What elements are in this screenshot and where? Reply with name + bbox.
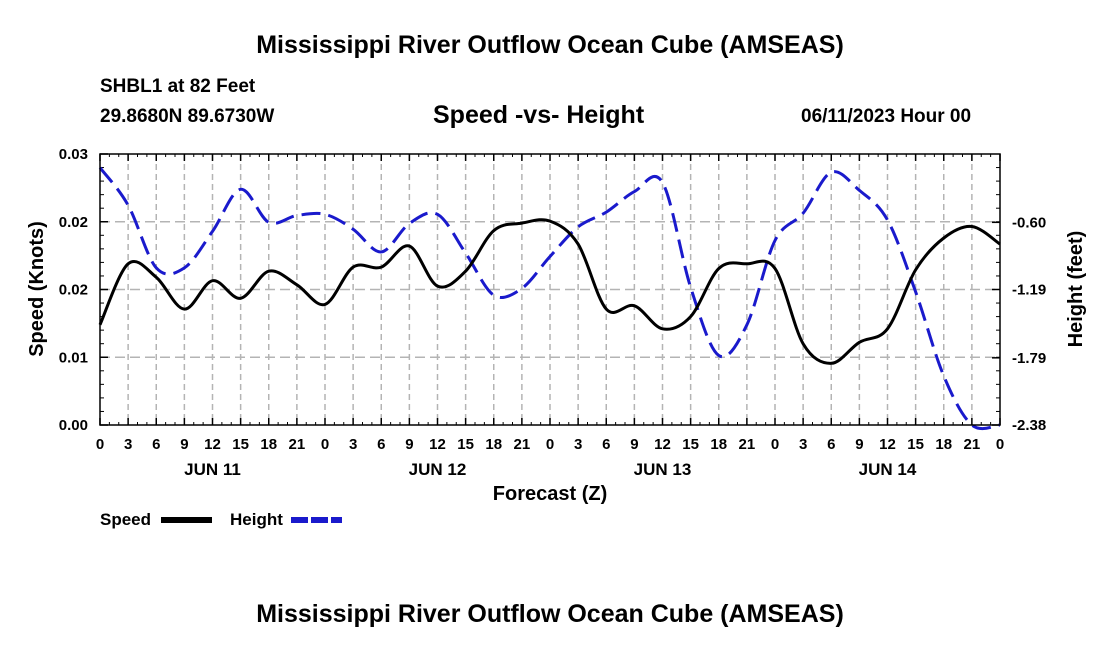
x-tick-label: 15 [232,436,249,453]
x-tick-label: 0 [996,436,1004,453]
x-tick-label: 0 [546,436,554,453]
x-day-label: JUN 11 [184,460,241,479]
x-tick-label: 9 [405,436,413,453]
x-tick-label: 18 [260,436,277,453]
legend-label-speed: Speed [100,510,151,529]
x-tick-label: 3 [799,436,807,453]
coordinates-label: 29.8680N 89.6730W [100,106,275,127]
series-line-speed [98,218,1001,365]
x-day-label: JUN 12 [409,460,467,479]
series-lines [98,166,1001,431]
legend: Speed Height [100,510,342,529]
chart-subtitle: Speed -vs- Height [433,101,645,129]
x-tick-label: 0 [321,436,329,453]
y-right-tick-label: -0.60 [1012,214,1046,231]
x-tick-label: 0 [771,436,779,453]
axis-labels: Forecast (Z) Speed (Knots) Height (feet) [26,221,1087,505]
x-tick-label: 21 [964,436,981,453]
y-left-tick-label: 0.00 [59,417,88,434]
x-tick-label: 21 [514,436,531,453]
x-tick-label: 18 [935,436,952,453]
legend-label-height: Height [230,510,283,529]
x-tick-label: 21 [739,436,756,453]
x-tick-label: 3 [349,436,357,453]
y-right-tick-label: -1.79 [1012,350,1046,367]
x-tick-label: 18 [485,436,502,453]
y-axis-title: Speed (Knots) [26,221,48,357]
x-tick-label: 12 [204,436,221,453]
x-tick-label: 6 [152,436,160,453]
x-tick-label: 12 [654,436,671,453]
x-tick-label: 15 [682,436,699,453]
forecast-datetime: 06/11/2023 Hour 00 [801,106,972,127]
ticks: 0 3 6 9 12 15 18 21 0 3 6 9 12 15 18 21 0 3 6 9 12 15 18 21 0 3 6 9… [59,146,1046,479]
x-tick-label: 15 [457,436,474,453]
y2-axis-title: Height (feet) [1065,231,1087,348]
y-left-tick-label: 0.02 [59,214,88,231]
y-left-tick-label: 0.03 [59,146,88,163]
x-tick-label: 6 [827,436,835,453]
y-left-tick-label: 0.01 [59,349,88,366]
x-tick-label: 12 [879,436,896,453]
x-tick-label: 6 [602,436,610,453]
x-tick-label: 9 [630,436,638,453]
x-tick-label: 6 [377,436,385,453]
x-axis-title: Forecast (Z) [493,483,607,505]
chart-title: Mississippi River Outflow Ocean Cube (AM… [256,31,844,59]
x-day-label: JUN 13 [634,460,692,479]
station-label: SHBL1 at 82 Feet [100,76,256,97]
x-tick-label: 3 [574,436,582,453]
x-tick-label: 18 [710,436,727,453]
x-tick-label: 3 [124,436,132,453]
x-tick-label: 0 [96,436,104,453]
plot-frame [99,153,1001,426]
x-day-label: JUN 14 [859,460,917,479]
x-tick-label: 9 [180,436,188,453]
x-tick-label: 21 [289,436,306,453]
y-right-tick-label: -1.19 [1012,282,1046,299]
y-left-tick-label: 0.02 [59,282,88,299]
footer-title: Mississippi River Outflow Ocean Cube (AM… [256,600,844,628]
x-tick-label: 12 [429,436,446,453]
x-tick-label: 9 [855,436,863,453]
x-tick-label: 15 [907,436,924,453]
y-right-tick-label: -2.38 [1012,417,1046,434]
grid [100,154,1000,425]
series-line-height [98,166,1001,431]
